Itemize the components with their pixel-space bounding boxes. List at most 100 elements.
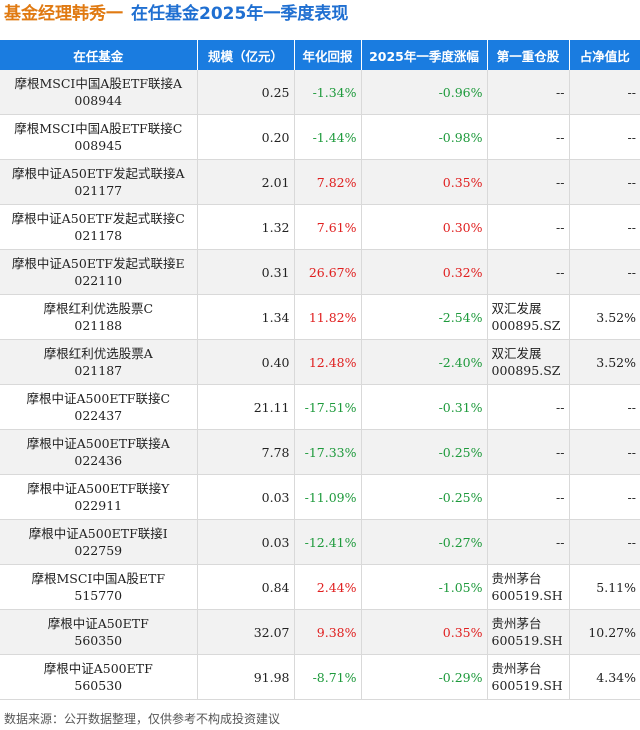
top-holding-code: 600519.SH (491, 678, 563, 693)
fund-name-cell: 摩根MSCI中国A股ETF联接A 008944 (0, 70, 198, 115)
fund-code: 560350 (74, 633, 123, 648)
q1-change-cell: -2.40% (361, 339, 488, 385)
top-holding-cell: -- (487, 204, 570, 250)
annual-return-cell: 26.67% (294, 249, 362, 295)
fund-name-cell: 摩根MSCI中国A股ETF 515770 (0, 564, 198, 610)
fund-code: 515770 (74, 588, 123, 603)
top-holding-code: 000895.SZ (491, 318, 561, 333)
fund-name-cell: 摩根中证A50ETF 560350 (0, 609, 198, 655)
q1-change-cell: -0.27% (361, 519, 488, 565)
title-subject: 在任基金2025年一季度表现 (131, 4, 349, 24)
fund-name: 摩根中证A50ETF (47, 616, 149, 631)
top-holding-name: 双汇发展 (491, 346, 542, 361)
ratio-cell: -- (569, 429, 640, 475)
table-row: 摩根MSCI中国A股ETF 515770 0.84 2.44% -1.05% 贵州茅台 60… (0, 564, 640, 610)
ratio-cell: 10.27% (569, 609, 640, 655)
ratio-cell: -- (569, 159, 640, 205)
fund-name: 摩根中证A50ETF发起式联接A (11, 166, 185, 181)
data-source-note: 数据来源：公开数据整理，仅供参考不构成投资建议 (4, 712, 281, 726)
annual-return-cell: -17.51% (294, 384, 362, 430)
annual-return-cell: -8.71% (294, 654, 362, 700)
top-holding-cell: -- (487, 429, 570, 475)
fund-code: 022759 (74, 543, 123, 558)
q1-change-cell: -0.96% (361, 70, 488, 115)
ratio-cell: 4.34% (569, 654, 640, 700)
top-holding-name: 贵州茅台 (491, 571, 542, 586)
scale-cell: 0.03 (197, 474, 295, 520)
scale-cell: 2.01 (197, 159, 295, 205)
fund-code: 021178 (74, 228, 123, 243)
annual-return-cell: 2.44% (294, 564, 362, 610)
fund-name: 摩根红利优选股票A (43, 346, 153, 361)
q1-change-cell: 0.35% (361, 159, 488, 205)
scale-cell: 1.32 (197, 204, 295, 250)
fund-code: 021177 (74, 183, 123, 198)
annual-return-cell: -11.09% (294, 474, 362, 520)
scale-cell: 0.40 (197, 339, 295, 385)
top-holding-cell: -- (487, 474, 570, 520)
scale-cell: 32.07 (197, 609, 295, 655)
fund-name: 摩根中证A500ETF联接A (26, 436, 170, 451)
scale-cell: 91.98 (197, 654, 295, 700)
ratio-cell: -- (569, 204, 640, 250)
q1-change-cell: -0.25% (361, 429, 488, 475)
top-holding-cell: -- (487, 159, 570, 205)
table-row: 摩根中证A500ETF联接A 022436 7.78 -17.33% -0.25% -- -… (0, 429, 640, 475)
top-holding-cell: 双汇发展 000895.SZ (487, 294, 570, 340)
annual-return-cell: -12.41% (294, 519, 362, 565)
top-holding-cell: 贵州茅台 600519.SH (487, 609, 570, 655)
fund-code: 021187 (74, 363, 123, 378)
table-row: 摩根MSCI中国A股ETF联接C 008945 0.20 -1.44% -0.98% --… (0, 114, 640, 160)
scale-cell: 0.31 (197, 249, 295, 295)
table-row: 摩根红利优选股票C 021188 1.34 11.82% -2.54% 双汇发展 00089… (0, 294, 640, 340)
fund-name-cell: 摩根中证A500ETF联接A 022436 (0, 429, 198, 475)
table-row: 摩根中证A50ETF 560350 32.07 9.38% 0.35% 贵州茅台 60051… (0, 609, 640, 655)
q1-change-cell: -0.31% (361, 384, 488, 430)
fund-name: 摩根中证A500ETF联接Y (27, 481, 170, 496)
q1-change-cell: 0.32% (361, 249, 488, 295)
fund-code: 008944 (74, 93, 123, 108)
ratio-cell: -- (569, 519, 640, 565)
fund-name: 摩根中证A50ETF发起式联接C (11, 211, 185, 226)
annual-return-cell: 12.48% (294, 339, 362, 385)
fund-name: 摩根MSCI中国A股ETF联接A (14, 76, 183, 91)
fund-name-cell: 摩根中证A50ETF发起式联接E 022110 (0, 249, 198, 295)
ratio-cell: 5.11% (569, 564, 640, 610)
fund-name-cell: 摩根MSCI中国A股ETF联接C 008945 (0, 114, 198, 160)
header-q1-change: 2025年一季度涨幅 (361, 40, 488, 70)
fund-name-cell: 摩根红利优选股票A 021187 (0, 339, 198, 385)
top-holding-name: 双汇发展 (491, 301, 542, 316)
table-header-row: 在任基金 规模（亿元） 年化回报 2025年一季度涨幅 第一重仓股 占净值比 (0, 40, 640, 70)
q1-change-cell: -2.54% (361, 294, 488, 340)
ratio-cell: -- (569, 114, 640, 160)
table-row: 摩根MSCI中国A股ETF联接A 008944 0.25 -1.34% -0.96% --… (0, 70, 640, 115)
fund-name: 摩根中证A500ETF联接C (26, 391, 171, 406)
q1-change-cell: 0.35% (361, 609, 488, 655)
scale-cell: 7.78 (197, 429, 295, 475)
fund-code: 021188 (74, 318, 123, 333)
q1-change-cell: -0.98% (361, 114, 488, 160)
q1-change-cell: -0.29% (361, 654, 488, 700)
fund-name-cell: 摩根中证A500ETF联接I 022759 (0, 519, 198, 565)
ratio-cell: -- (569, 384, 640, 430)
top-holding-code: 600519.SH (491, 633, 563, 648)
ratio-cell: -- (569, 70, 640, 115)
fund-name: 摩根红利优选股票C (43, 301, 154, 316)
top-holding-cell: -- (487, 384, 570, 430)
header-annual-return: 年化回报 (294, 40, 362, 70)
fund-name: 摩根MSCI中国A股ETF (31, 571, 166, 586)
fund-name: 摩根MSCI中国A股ETF联接C (14, 121, 183, 136)
top-holding-cell: 双汇发展 000895.SZ (487, 339, 570, 385)
page-title: 基金经理韩秀一 在任基金2025年一季度表现 (0, 0, 640, 28)
fund-name-cell: 摩根中证A50ETF发起式联接A 021177 (0, 159, 198, 205)
annual-return-cell: 11.82% (294, 294, 362, 340)
fund-name-cell: 摩根红利优选股票C 021188 (0, 294, 198, 340)
top-holding-cell: -- (487, 70, 570, 115)
table-row: 摩根中证A500ETF联接I 022759 0.03 -12.41% -0.27% -- -… (0, 519, 640, 565)
ratio-cell: 3.52% (569, 294, 640, 340)
table-row: 摩根中证A50ETF发起式联接A 021177 2.01 7.82% 0.35% -- -- (0, 159, 640, 205)
table-row: 摩根中证A500ETF联接C 022437 21.11 -17.51% -0.31% --… (0, 384, 640, 430)
annual-return-cell: -17.33% (294, 429, 362, 475)
table-row: 摩根中证A500ETF 560530 91.98 -8.71% -0.29% 贵州茅台 60… (0, 654, 640, 700)
scale-cell: 1.34 (197, 294, 295, 340)
